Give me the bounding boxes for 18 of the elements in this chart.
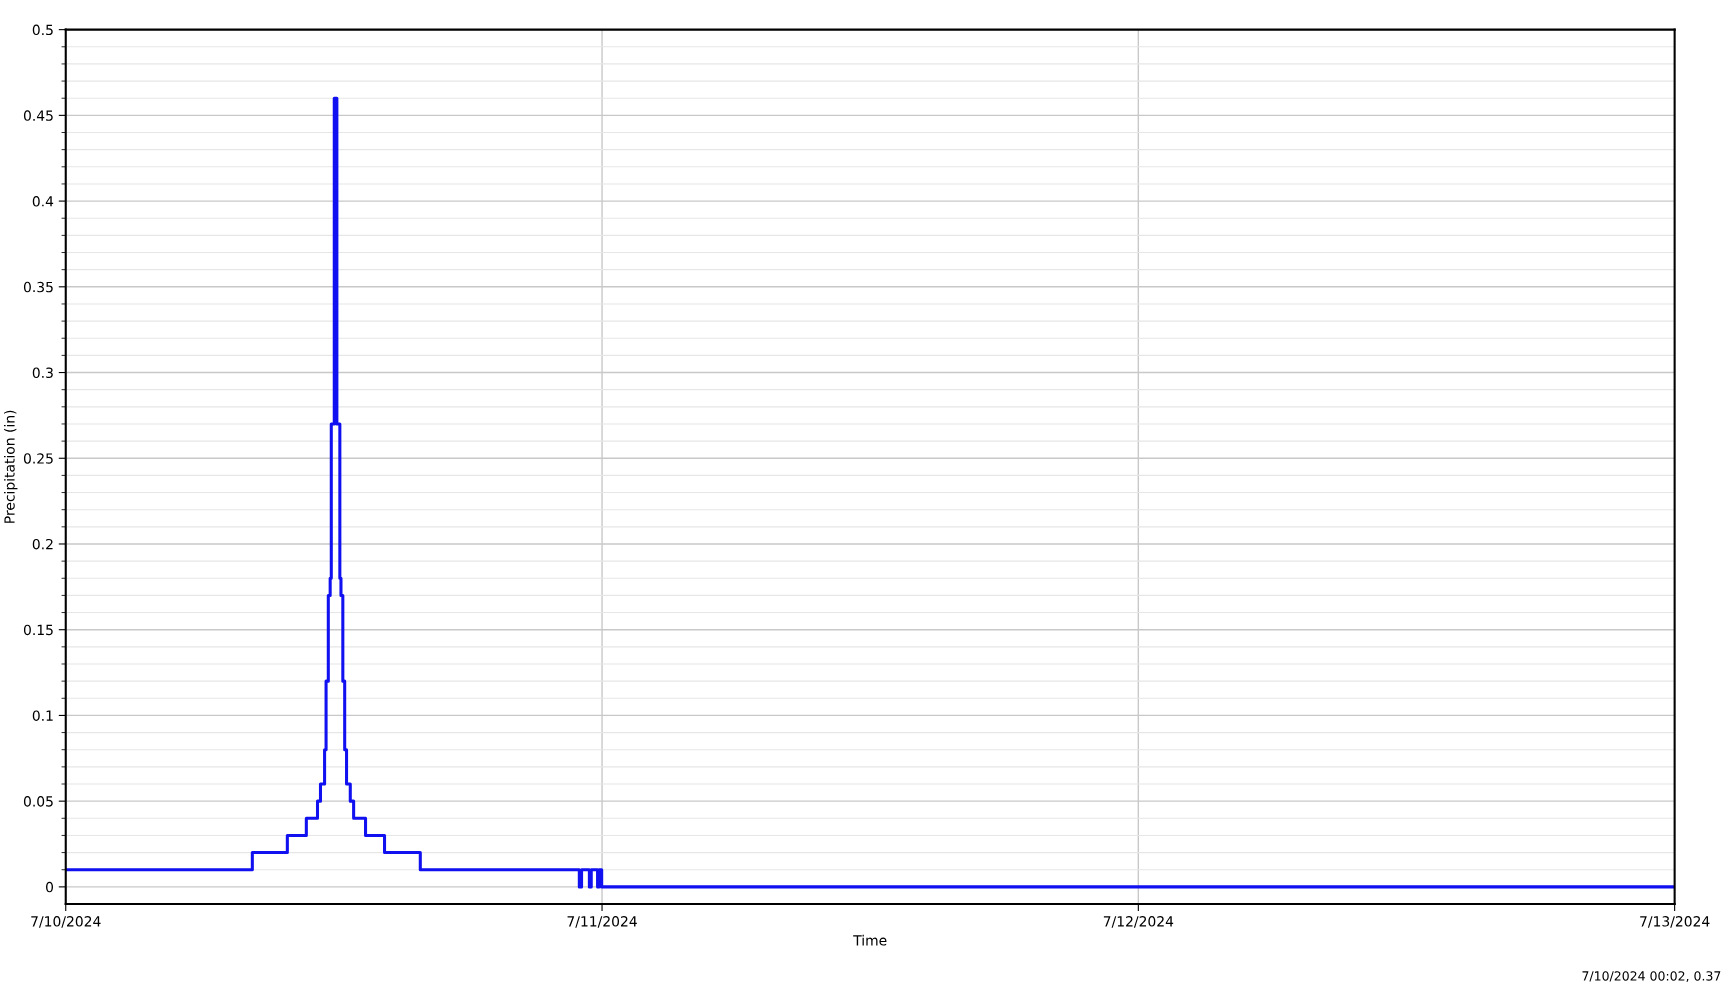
y-tick-label: 0.15 [23, 624, 53, 636]
y-tick-label: 0.4 [32, 196, 54, 207]
y-tick-label: 0.05 [23, 796, 53, 807]
x-tick-label: 7/13/2024 [1640, 916, 1710, 928]
y-tick-label: 0.35 [23, 281, 53, 293]
y-tick-label: 0.45 [23, 110, 53, 121]
y-axis-title: Precipitation (in) [4, 410, 18, 523]
text: 7/10/2024 00:02, 0.37 [1582, 971, 1721, 982]
x-tick-label: 7/11/2024 [567, 916, 637, 928]
x-axis-title: Time [853, 934, 887, 946]
y-tick-label: 0.2 [32, 538, 53, 550]
y-tick-label: 0.5 [32, 24, 53, 36]
y-tick-label: 0.25 [23, 453, 53, 464]
x-tick-label: 7/10/2024 [31, 916, 101, 928]
y-tick-label: 0.3 [32, 367, 53, 379]
x-tick-label: 7/12/2024 [1103, 916, 1174, 928]
y-tick-label: 0 [46, 881, 54, 893]
y-tick-label: 0.1 [32, 710, 53, 721]
